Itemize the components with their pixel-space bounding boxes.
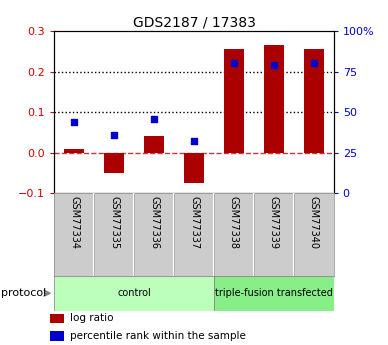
Bar (104, 152, 124, 173)
Bar (64, 149, 84, 152)
Bar (144, 136, 164, 152)
Point (151, 116, 157, 121)
Text: triple-fusion transfected: triple-fusion transfected (215, 288, 333, 298)
Text: control: control (117, 288, 151, 298)
Text: GSM77338: GSM77338 (229, 196, 239, 249)
Text: GSM77335: GSM77335 (109, 196, 119, 249)
Text: GSM77334: GSM77334 (69, 196, 79, 249)
Point (311, 61, 317, 66)
Bar (304, 49, 324, 152)
Bar (54, 276, 214, 310)
Text: percentile rank within the sample: percentile rank within the sample (70, 331, 246, 341)
Point (111, 132, 117, 138)
Text: protocol: protocol (1, 288, 47, 298)
Bar (50, 314, 64, 323)
Point (271, 62, 277, 68)
Bar (50, 331, 64, 341)
Text: GSM77340: GSM77340 (309, 196, 319, 249)
Text: log ratio: log ratio (70, 314, 114, 323)
Bar (214, 276, 334, 310)
Text: GSM77336: GSM77336 (149, 196, 159, 249)
Bar (184, 152, 204, 183)
Bar (224, 49, 244, 152)
Point (231, 61, 237, 66)
Text: GSM77337: GSM77337 (189, 196, 199, 249)
Point (71, 119, 77, 125)
Point (191, 139, 197, 144)
Title: GDS2187 / 17383: GDS2187 / 17383 (133, 16, 255, 30)
Bar (264, 45, 284, 152)
Text: GSM77339: GSM77339 (269, 196, 279, 249)
